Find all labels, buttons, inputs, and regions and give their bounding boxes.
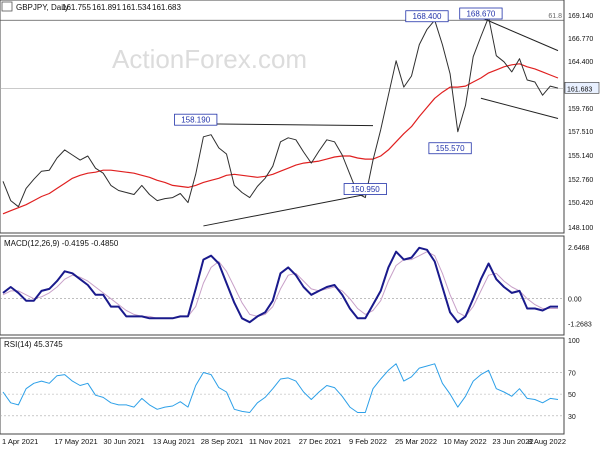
- rsi-layer: 100 70 50 30: [0, 338, 580, 421]
- price-ytick: 159.760: [568, 106, 593, 113]
- x-axis-label: 11 Nov 2021: [249, 437, 291, 446]
- price-line: [2, 16, 559, 208]
- annotation-155.570: 155.570: [428, 142, 472, 155]
- price-ytick: 152.760: [568, 177, 593, 184]
- x-axis-label: 1 Apr 2021: [2, 437, 38, 446]
- price-layer: 61.8 158.190 150.950 168.400 155.570 168.670 1…: [0, 7, 600, 232]
- rsi-ytick: 70: [568, 370, 576, 377]
- x-axis-label: 30 Jun 2021: [103, 437, 144, 446]
- annotation-box: [405, 10, 449, 23]
- watermark: ActionForex.com: [112, 44, 307, 74]
- annotation-label: 155.570: [436, 144, 465, 153]
- low-value: 161.534: [122, 3, 151, 12]
- annotation-168.670: 168.670: [459, 7, 503, 20]
- x-axis-label: 25 Mar 2022: [395, 437, 437, 446]
- annotation-box: [174, 113, 218, 126]
- price-panel-frame: [0, 0, 565, 234]
- price-ytick: 155.140: [568, 153, 593, 160]
- x-axis: 1 Apr 2021 17 May 2021 30 Jun 2021 13 Aug 2…: [2, 437, 566, 446]
- annotation-label: 168.400: [412, 12, 441, 21]
- rsi-panel-frame: [0, 337, 565, 435]
- fib-label: 61.8: [548, 13, 562, 20]
- macd-ytick: -1.2683: [568, 322, 592, 329]
- price-header: GBPJPY, Daily 161.755 161.891 161.534 16…: [1, 1, 181, 12]
- macd-ytick: 0.00: [568, 297, 582, 304]
- x-axis-label: 28 Sep 2021: [201, 437, 244, 446]
- annotation-box: [343, 183, 387, 195]
- macd-title: MACD(12,26,9) -0.4195 -0.4850: [4, 239, 119, 248]
- annotation-label: 158.190: [181, 116, 210, 125]
- macd-ytick: 2.6468: [568, 245, 590, 252]
- trendline-1: [203, 190, 381, 227]
- x-axis-label: 23 Jun 2022: [492, 437, 533, 446]
- annotation-box: [428, 142, 472, 155]
- annotation-box: [459, 7, 503, 20]
- instrument-title: GBPJPY, Daily: [16, 3, 69, 12]
- price-ytick: 150.420: [568, 200, 593, 207]
- trendline-3: [480, 97, 559, 120]
- rsi-ytick: 100: [568, 338, 580, 345]
- trendline-0: [195, 123, 374, 127]
- x-axis-label: 10 May 2022: [443, 437, 486, 446]
- x-axis-label: 27 Dec 2021: [299, 437, 342, 446]
- price-ytick: 157.510: [568, 129, 593, 136]
- open-value: 161.755: [62, 3, 91, 12]
- annotation-label: 150.950: [351, 185, 380, 194]
- price-ytick: 164.400: [568, 59, 593, 66]
- rsi-title: RSI(14) 45.3745: [4, 340, 63, 349]
- x-axis-label: 8 Aug 2022: [528, 437, 566, 446]
- price-ytick: 148.100: [568, 225, 593, 232]
- annotation-158.190: 158.190: [174, 113, 218, 126]
- high-value: 161.891: [92, 3, 121, 12]
- price-ytick: 169.140: [568, 13, 593, 20]
- x-axis-label: 9 Feb 2022: [349, 437, 387, 446]
- close-value: 161.683: [152, 3, 181, 12]
- last-price-label: 161.683: [567, 86, 592, 93]
- ma-line: [2, 63, 559, 215]
- rsi-ytick: 30: [568, 414, 576, 421]
- last-price-box: [564, 82, 600, 94]
- rsi-ytick: 50: [568, 392, 576, 399]
- annotation-168.400: 168.400: [405, 10, 449, 23]
- annotation-label: 168.670: [466, 10, 495, 19]
- annotation-150.950: 150.950: [343, 183, 387, 195]
- x-axis-label: 17 May 2021: [54, 437, 97, 446]
- macd-line: [2, 246, 558, 324]
- trendline-2: [480, 17, 559, 52]
- price-ytick: 166.770: [568, 36, 593, 43]
- rsi-line: [2, 363, 559, 413]
- macd-layer: 2.6468 0.00 -1.2683: [0, 245, 592, 329]
- x-axis-label: 13 Aug 2021: [153, 437, 195, 446]
